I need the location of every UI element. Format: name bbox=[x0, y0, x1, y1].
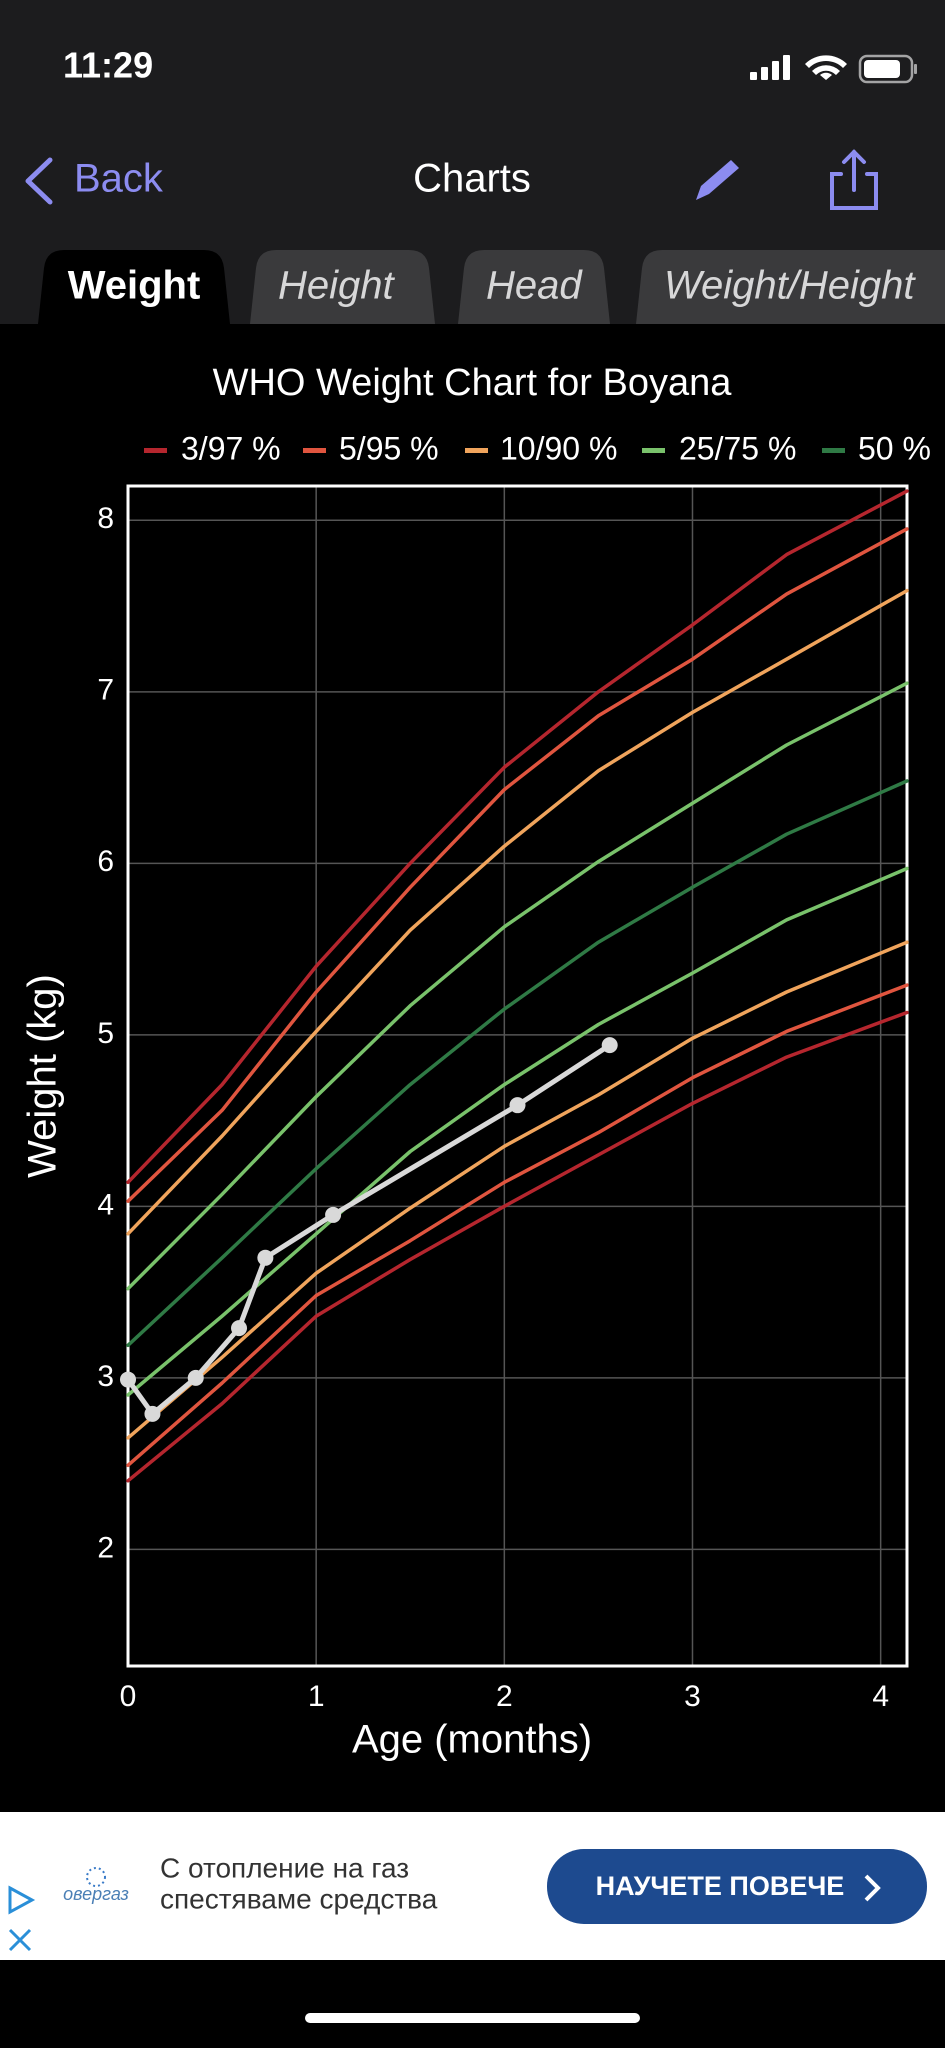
tab[interactable] bbox=[38, 250, 230, 324]
legend-label: 10/90 % bbox=[500, 430, 617, 466]
x-tick-label: 1 bbox=[308, 1680, 325, 1713]
status-time: 11:29 bbox=[63, 45, 153, 86]
x-tick-label: 4 bbox=[872, 1680, 889, 1713]
legend-marker bbox=[822, 448, 845, 453]
legend-marker bbox=[465, 448, 488, 453]
measurement-point bbox=[257, 1249, 274, 1266]
x-tick-label: 2 bbox=[496, 1680, 513, 1713]
share-button[interactable] bbox=[830, 149, 878, 210]
status-icons bbox=[750, 54, 917, 84]
back-button[interactable]: Back bbox=[74, 157, 164, 201]
measurement-point bbox=[325, 1206, 342, 1223]
chart: WHO Weight Chart for Boyana 3/97 % 5/95 % 1… bbox=[21, 362, 931, 1762]
measurement-point bbox=[601, 1037, 618, 1054]
ad-button-label[interactable]: НАУЧЕТЕ ПОВЕЧЕ bbox=[596, 1871, 845, 1901]
y-tick-label: 8 bbox=[97, 502, 114, 535]
tab-label[interactable]: Weight/Height bbox=[664, 264, 916, 308]
legend-label: 50 % bbox=[858, 430, 931, 466]
ad-logo: овергаз bbox=[63, 1884, 129, 1904]
tab-label[interactable]: Weight bbox=[68, 264, 201, 308]
percentile-line bbox=[126, 779, 909, 1348]
tab-label[interactable]: Height bbox=[278, 264, 396, 308]
percentile-line bbox=[126, 527, 909, 1203]
measurement-line bbox=[125, 1042, 613, 1417]
y-tick-label: 6 bbox=[97, 845, 114, 878]
back-chevron[interactable] bbox=[25, 157, 53, 205]
tab[interactable] bbox=[458, 250, 610, 324]
x-tick-label: 0 bbox=[120, 1680, 137, 1713]
y-tick-label: 5 bbox=[97, 1017, 114, 1050]
chart-title: WHO Weight Chart for Boyana bbox=[213, 362, 733, 404]
ad-banner[interactable]: овергаз С отопление на газ спестяваме ср… bbox=[0, 1812, 945, 1960]
y-axis-title: Weight (kg) bbox=[21, 974, 65, 1178]
legend-marker bbox=[144, 448, 167, 453]
percentile-line bbox=[126, 983, 909, 1468]
legend-marker bbox=[642, 448, 665, 453]
percentile-line bbox=[126, 940, 909, 1440]
y-tick-label: 4 bbox=[97, 1188, 114, 1221]
ad-close[interactable] bbox=[8, 1928, 32, 1952]
percentile-line bbox=[126, 1010, 909, 1483]
tab-label[interactable]: Head bbox=[486, 264, 583, 308]
chart-background bbox=[0, 324, 945, 1812]
measurement-point bbox=[144, 1405, 161, 1422]
y-tick-label: 2 bbox=[97, 1531, 114, 1564]
legend-label: 5/95 % bbox=[339, 430, 439, 466]
tab[interactable] bbox=[636, 250, 945, 324]
percentile-line bbox=[126, 681, 909, 1291]
legend-label: 25/75 % bbox=[679, 430, 796, 466]
y-tick-label: 7 bbox=[97, 674, 114, 707]
ad-choices[interactable] bbox=[8, 1885, 36, 1915]
percentile-line bbox=[126, 588, 909, 1236]
x-axis-title: Age (months) bbox=[352, 1718, 592, 1762]
ad-text: С отопление на газ bbox=[160, 1852, 409, 1883]
measurement-point bbox=[231, 1320, 248, 1337]
y-tick-label: 3 bbox=[97, 1360, 114, 1393]
home-indicator bbox=[305, 2013, 640, 2023]
measurement-point bbox=[187, 1369, 204, 1386]
legend-label: 3/97 % bbox=[181, 430, 281, 466]
edit-button[interactable] bbox=[696, 160, 739, 200]
percentile-line bbox=[126, 489, 909, 1185]
tab[interactable] bbox=[250, 250, 435, 324]
measurement-point bbox=[120, 1371, 136, 1388]
nav-title: Charts bbox=[413, 157, 531, 201]
legend-marker bbox=[303, 448, 326, 453]
tab-bar: Weight Height Head Weight/Height bbox=[38, 250, 945, 324]
ad-button[interactable] bbox=[547, 1849, 927, 1924]
measurement-point bbox=[509, 1097, 526, 1114]
plot-frame bbox=[126, 484, 909, 1668]
x-tick-label: 3 bbox=[684, 1680, 701, 1713]
ad-text: спестяваме средства bbox=[160, 1883, 438, 1914]
